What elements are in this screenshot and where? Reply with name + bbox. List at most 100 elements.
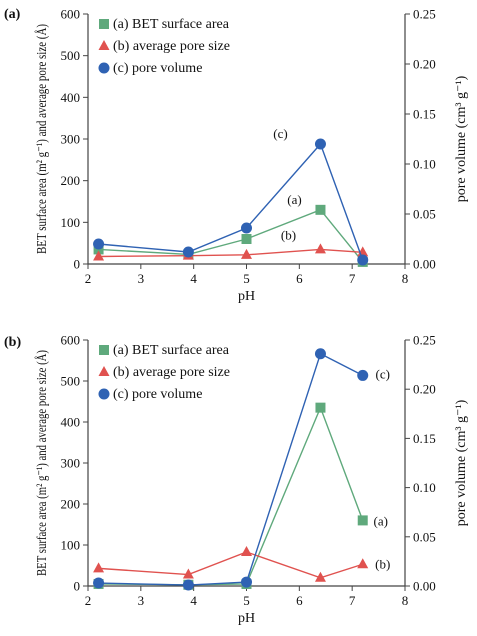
x-tick-label: 6 [296, 271, 303, 286]
data-point [93, 250, 105, 261]
y2-tick-label: 0.15 [413, 431, 436, 446]
y-tick-label: 0 [74, 579, 81, 594]
series-label: (a) [374, 513, 388, 528]
y-tick-label: 200 [61, 173, 81, 188]
data-point [241, 248, 252, 259]
y2-tick-label: 0.20 [413, 382, 436, 397]
y2-tick-label: 0.10 [413, 157, 436, 172]
legend: (a) BET surface area (b) average pore siz… [98, 343, 230, 402]
y-tick-label: 100 [61, 215, 81, 230]
data-point [241, 576, 252, 588]
x-tick-label: 7 [349, 593, 356, 608]
y2-tick-label: 0.05 [413, 207, 436, 222]
x-tick-label: 5 [243, 593, 250, 608]
y-tick-label: 400 [61, 90, 81, 105]
data-point [314, 138, 326, 150]
series-label: (c) [273, 126, 287, 141]
data-point [314, 348, 326, 360]
y2-tick-label: 0.25 [413, 7, 436, 22]
series-1: (a) [93, 402, 388, 590]
y2-tick-label: 0.25 [413, 333, 436, 348]
x-tick-label: 3 [138, 593, 145, 608]
y2-axis-label: pore volume (cm³ g⁻¹) [454, 399, 469, 526]
y2-tick-label: 0.05 [413, 529, 436, 544]
x-tick-label: 2 [85, 593, 92, 608]
x-tick-label: 8 [402, 593, 409, 608]
data-point [314, 243, 326, 254]
data-point [314, 571, 326, 582]
y-tick-label: 300 [61, 132, 81, 147]
legend-marker [98, 40, 110, 50]
x-tick-label: 2 [85, 271, 92, 286]
data-point [241, 222, 252, 234]
y2-tick-label: 0.00 [413, 579, 436, 594]
x-tick-label: 7 [349, 271, 356, 286]
data-point [357, 558, 369, 569]
series-2: (b) [93, 227, 369, 261]
data-point [357, 369, 369, 381]
series-line [98, 551, 363, 579]
y-axis-label: BET surface area (m² g⁻¹) and average po… [34, 24, 50, 254]
y2-tick-label: 0.10 [413, 480, 436, 495]
data-point [93, 577, 105, 589]
series-3: (c) [93, 126, 369, 266]
legend-entry: (a) BET surface area [113, 343, 230, 358]
legend-entry: (c) pore volume [113, 387, 202, 402]
x-tick-label: 5 [243, 271, 250, 286]
legend-marker [98, 388, 110, 400]
data-point [315, 402, 326, 413]
legend-entry: (b) average pore size [113, 365, 230, 380]
panel-label: (a) [4, 7, 21, 22]
data-point [93, 562, 105, 573]
y-tick-label: 200 [61, 497, 81, 512]
y-tick-label: 500 [61, 48, 81, 63]
chart-panel-1: (a) 2 3 4 5 6 7 8 0 100 200 300 400 500 600 0.00 0.05 0.1… [4, 7, 469, 305]
y2-tick-label: 0.00 [413, 257, 436, 272]
data-point [357, 254, 369, 266]
series-label: (b) [281, 227, 296, 242]
y-tick-label: 600 [61, 333, 81, 348]
data-point [315, 204, 326, 215]
data-point [357, 515, 368, 526]
x-axis-label: pH [238, 289, 255, 304]
y-tick-label: 100 [61, 538, 81, 553]
series-line [98, 208, 364, 263]
legend-marker [98, 366, 110, 376]
y-tick-label: 300 [61, 456, 81, 471]
y2-tick-label: 0.20 [413, 57, 436, 72]
series-label: (a) [287, 192, 301, 207]
series-label: (c) [376, 366, 390, 381]
data-point [241, 545, 252, 556]
x-tick-label: 4 [190, 271, 197, 286]
y-tick-label: 500 [61, 374, 81, 389]
legend-marker [99, 345, 109, 355]
x-tick-label: 4 [190, 593, 197, 608]
x-axis-label: pH [238, 611, 255, 626]
y-tick-label: 400 [61, 415, 81, 430]
data-point [182, 246, 194, 258]
y-tick-label: 600 [61, 7, 81, 22]
series-label: (b) [375, 556, 390, 571]
x-tick-label: 6 [296, 593, 303, 608]
chart-panel-2: (b) 2 3 4 5 6 7 8 0 100 200 300 400 500 600 0.00 0.05 0.1… [4, 333, 469, 627]
data-point [93, 238, 105, 250]
y2-tick-label: 0.15 [413, 107, 436, 122]
series-2: (b) [93, 545, 390, 582]
y2-axis-label: pore volume (cm³ g⁻¹) [454, 75, 469, 202]
panel-label: (b) [4, 335, 21, 350]
data-point [241, 234, 252, 244]
x-tick-label: 8 [402, 271, 409, 286]
legend-entry: (c) pore volume [113, 61, 202, 76]
legend-entry: (b) average pore size [113, 39, 230, 54]
x-tick-label: 3 [138, 271, 145, 286]
data-point [182, 568, 194, 579]
y-axis-label: BET surface area (m² g⁻¹) and average po… [34, 350, 50, 576]
series-3: (c) [93, 348, 390, 591]
legend-marker [99, 19, 109, 29]
legend-marker [98, 62, 110, 74]
legend-entry: (a) BET surface area [113, 17, 230, 32]
data-point [182, 579, 194, 591]
legend: (a) BET surface area (b) average pore siz… [98, 17, 230, 76]
y-tick-label: 0 [74, 257, 81, 272]
